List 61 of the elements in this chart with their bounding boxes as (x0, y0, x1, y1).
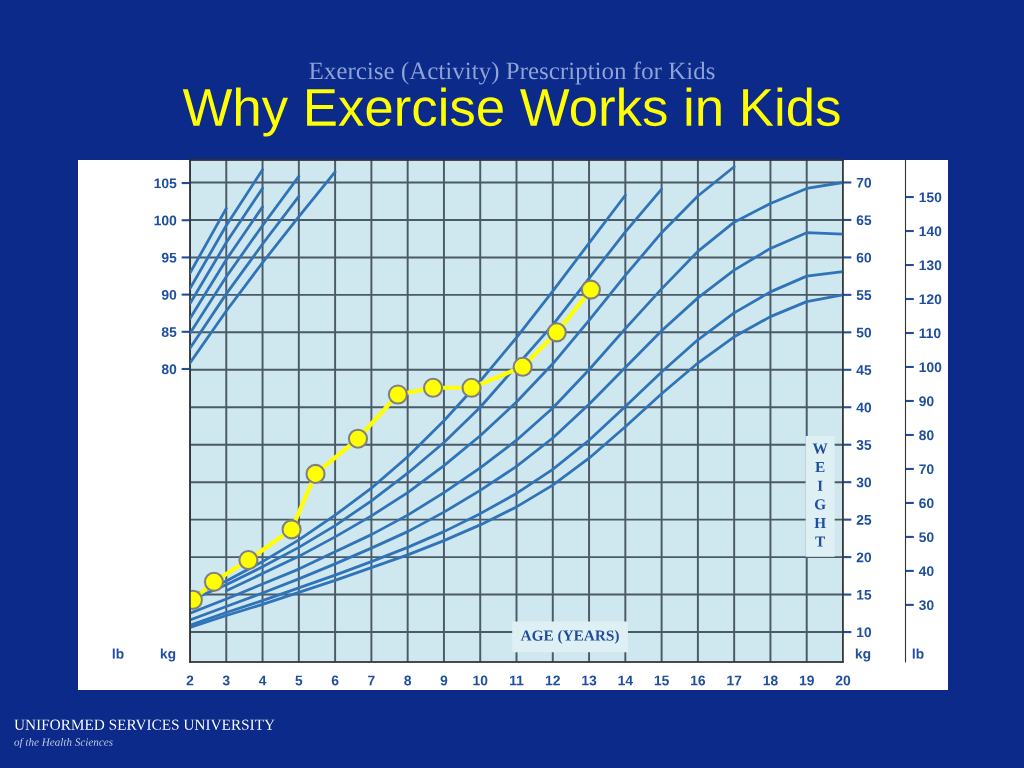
x-tick-label: 7 (368, 675, 375, 686)
text: lb (912, 648, 924, 659)
y-tick-label: 55 (856, 290, 872, 301)
x-tick-label: 9 (440, 675, 448, 686)
text: of the Health Sciences (14, 737, 113, 749)
y3-tick-label: 85 (161, 327, 177, 337)
y-tick-label: 25 (856, 514, 872, 525)
x-tick-label: 13 (582, 675, 597, 686)
x-tick-label: 10 (473, 675, 488, 686)
y3-tick-label: 105 (154, 178, 177, 189)
y3-tick-label: 100 (154, 215, 177, 226)
x-tick-label: 5 (295, 675, 303, 686)
y-tick-label: 15 (857, 590, 872, 600)
text: kg (160, 648, 176, 662)
y2-tick-label: 50 (919, 532, 934, 543)
y-tick-label: 65 (856, 215, 872, 226)
text: lb (112, 648, 124, 659)
chart-subtitle: Exercise (Activity) Prescription for Kids (309, 61, 715, 85)
y2-tick-label: 90 (919, 396, 934, 407)
x-tick-label: 20 (835, 675, 851, 686)
y2-tick-label: 70 (919, 464, 934, 475)
y2-tick-label: 100 (919, 362, 942, 373)
y2-tick-label: 120 (919, 294, 942, 305)
x-tick-label: 17 (727, 675, 742, 686)
y2-tick-label: 130 (919, 260, 942, 271)
x-tick-label: 4 (258, 675, 267, 686)
x-tick-label: 6 (331, 675, 339, 686)
text: UNIFORMED SERVICES UNIVERSITY (14, 719, 275, 730)
x-tick-label: 19 (799, 675, 814, 686)
y3-tick-label: 80 (161, 364, 177, 375)
y2-tick-label: 30 (919, 600, 934, 611)
y-tick-label: 60 (856, 252, 872, 263)
x-tick-label: 8 (404, 675, 412, 686)
annotation: WEIGHT (812, 443, 828, 547)
y2-tick-label: 140 (919, 226, 942, 237)
y2-tick-label: 110 (919, 328, 941, 339)
x-tick-label: 18 (763, 675, 778, 686)
text: kg (855, 648, 871, 662)
x-tick-label: 2 (186, 675, 194, 686)
y2-tick-label: 80 (919, 430, 934, 441)
y-tick-label: 45 (856, 365, 872, 375)
x-tick-label: 16 (691, 675, 706, 686)
chart-title: Why Exercise Works in Kids (182, 87, 840, 137)
y-tick-label: 40 (856, 402, 872, 413)
x-axis-title: AGE (YEARS) (520, 629, 619, 644)
y-tick-label: 10 (857, 627, 872, 638)
y-tick-label: 50 (856, 327, 872, 338)
y2-tick-label: 150 (919, 192, 942, 203)
y3-tick-label: 95 (161, 252, 177, 263)
y2-tick-label: 40 (918, 566, 934, 577)
y-tick-label: 35 (856, 440, 872, 450)
x-tick-label: 12 (545, 675, 560, 686)
x-tick-label: 14 (618, 675, 633, 686)
x-tick-label: 3 (222, 675, 230, 686)
y-tick-label: 20 (856, 552, 872, 563)
x-tick-label: 15 (654, 675, 669, 686)
y-tick-label: 30 (856, 477, 872, 488)
x-tick-label: 11 (510, 675, 524, 686)
y2-tick-label: 60 (919, 498, 934, 509)
y3-tick-label: 90 (161, 289, 177, 300)
y-tick-label: 70 (856, 177, 872, 188)
